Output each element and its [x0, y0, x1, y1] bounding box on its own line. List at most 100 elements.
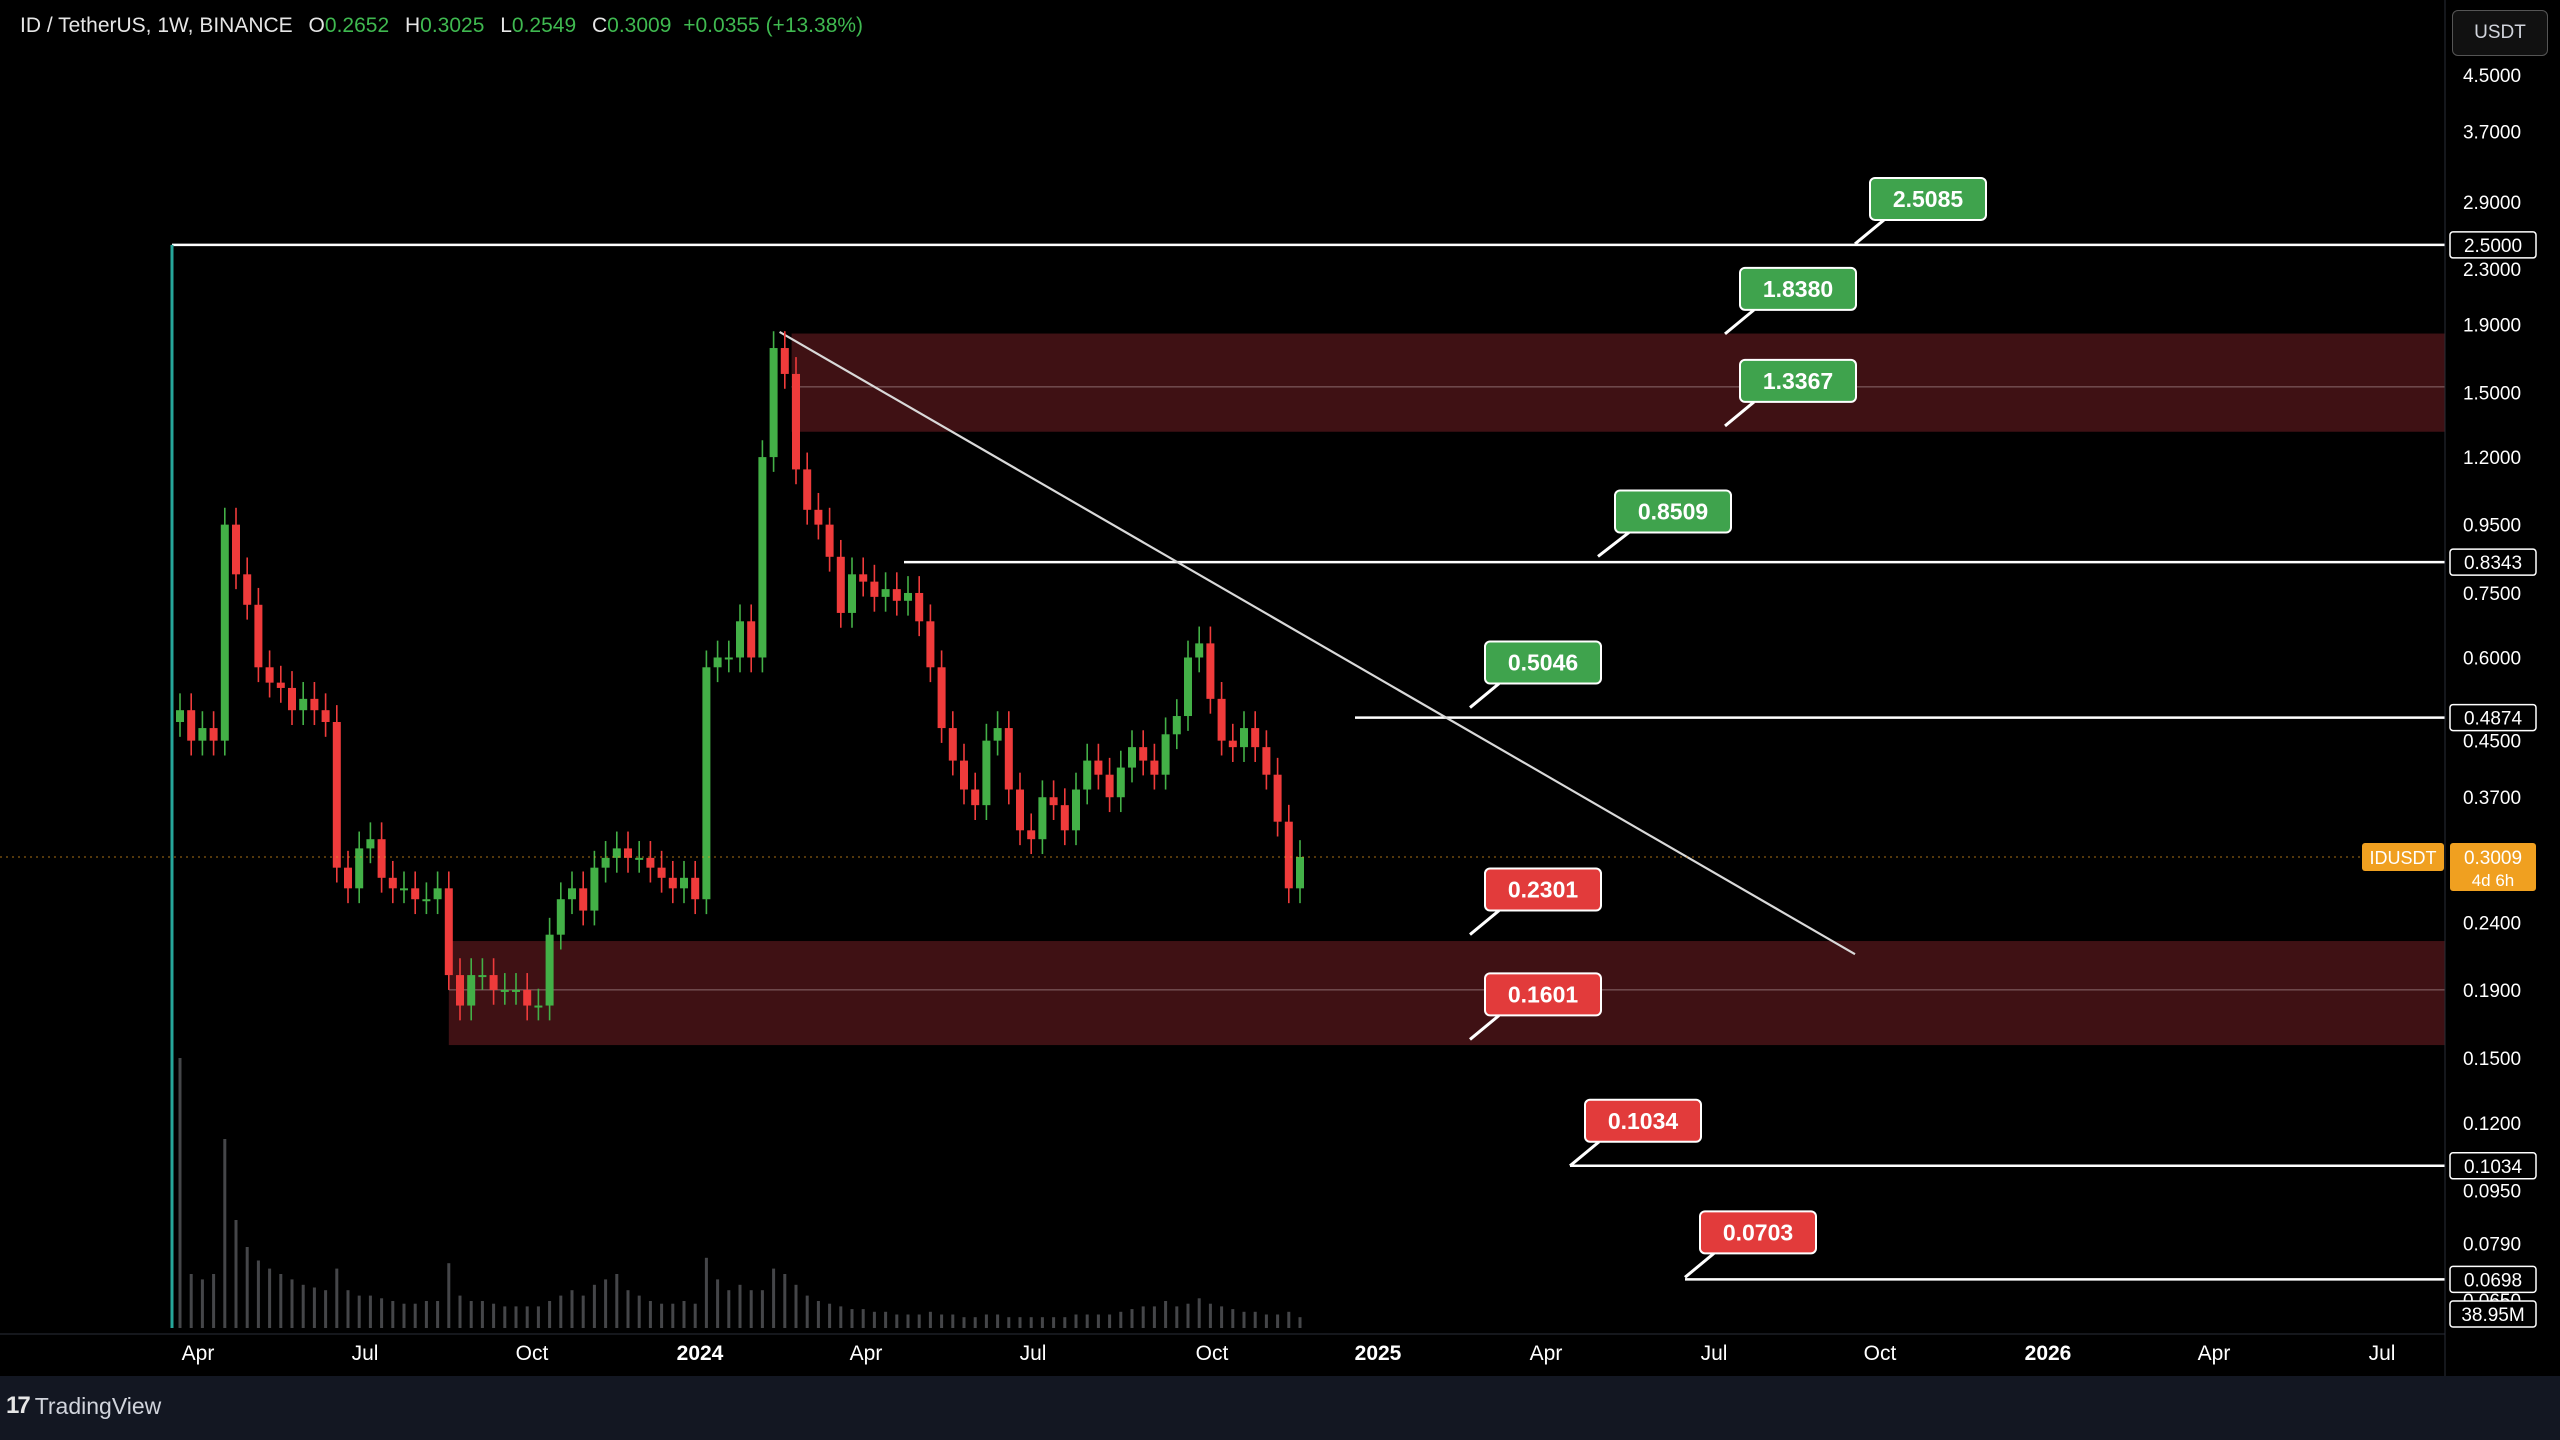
target-label: 2.5085	[1893, 186, 1964, 212]
volume-bar	[760, 1290, 764, 1328]
volume-bar	[895, 1314, 899, 1328]
level-price-box	[2449, 1152, 2537, 1180]
tradingview-logo-icon: 17	[6, 1392, 31, 1419]
price-axis: 4.5000 3.7000 2.9000 2.3000 1.9000 1.5000 1.20…	[0, 66, 2537, 1328]
symbol-price-tag-label: IDUSDT	[2370, 848, 2437, 868]
target-box	[1739, 358, 1857, 403]
candle-body	[579, 888, 588, 911]
volume-bar	[951, 1314, 955, 1328]
target-pointer	[1469, 909, 1500, 936]
volume-bar	[536, 1306, 540, 1328]
target-label: 0.2301	[1508, 877, 1579, 903]
volume-bar	[805, 1295, 809, 1328]
y-tick-label: 0.4500	[2463, 732, 2521, 753]
candle-body	[904, 592, 912, 601]
volume-bar	[884, 1311, 888, 1328]
countdown-label: 4d 6h	[2472, 871, 2515, 890]
volume-bar	[637, 1295, 641, 1328]
candle-body	[400, 888, 408, 891]
candle-body	[792, 373, 800, 470]
level-price-label: 0.1034	[2464, 1157, 2523, 1178]
level-price-box	[2449, 548, 2537, 576]
candle-body	[803, 469, 812, 510]
candle-body	[1072, 789, 1080, 831]
volume-bar	[872, 1311, 876, 1328]
candle-body	[937, 667, 946, 729]
volume-bar	[312, 1287, 316, 1328]
candle-body	[299, 698, 308, 711]
candle-body	[848, 574, 856, 613]
volume-bar	[828, 1303, 832, 1328]
candle-body	[1217, 698, 1226, 741]
candle-body	[1060, 805, 1069, 831]
target-pointer	[1854, 218, 1885, 246]
volume-bar	[839, 1306, 843, 1328]
candle-body	[724, 657, 733, 660]
candle-body	[881, 589, 890, 597]
y-tick-label: 1.2000	[2463, 448, 2521, 469]
y-tick-label: 0.6000	[2463, 648, 2521, 669]
target-label: 0.1601	[1508, 981, 1579, 1007]
candle-body	[736, 621, 744, 658]
volume-bar	[1119, 1311, 1123, 1328]
x-tick-label: Apr	[182, 1342, 215, 1365]
volume-bar	[178, 1058, 182, 1328]
volume-bar	[279, 1274, 283, 1328]
target-label: 1.3367	[1763, 368, 1833, 394]
volume-bar	[1287, 1311, 1291, 1328]
volume-bar	[559, 1295, 563, 1328]
volume-bar	[861, 1309, 865, 1328]
volume-bar	[749, 1290, 753, 1328]
x-tick-label: Oct	[1196, 1342, 1229, 1365]
candle-body	[1184, 657, 1192, 717]
open-label: O	[308, 14, 325, 37]
tradingview-brand[interactable]: 17 TradingView	[6, 1392, 161, 1420]
symbol-name: ID / TetherUS, 1W, BINANCE	[20, 14, 293, 37]
y-tick-label: 3.7000	[2463, 123, 2521, 144]
candle-body	[1004, 728, 1013, 790]
volume-bar	[570, 1290, 574, 1328]
candle-body	[422, 899, 431, 902]
volume-bar	[1052, 1317, 1056, 1328]
volume-bar	[783, 1274, 787, 1328]
candle-body	[478, 975, 487, 978]
currency-button[interactable]: USDT	[2452, 10, 2548, 56]
volume-bar	[626, 1290, 630, 1328]
open-value: 0.2652	[324, 14, 390, 37]
candle-body	[926, 621, 935, 668]
candle-body	[1128, 747, 1136, 768]
trendline	[779, 331, 1856, 956]
volume-bar	[1208, 1303, 1212, 1328]
candle-body	[512, 989, 520, 992]
y-tick-label: 0.0950	[2463, 1181, 2521, 1202]
candle-body	[523, 989, 532, 1006]
candle-body	[971, 789, 980, 806]
level-price-box	[2449, 231, 2537, 259]
volume-bar	[1063, 1317, 1067, 1328]
candle-body	[209, 728, 218, 741]
volume-bar	[928, 1311, 932, 1328]
candle-body	[646, 857, 655, 868]
volume-bar	[1242, 1311, 1246, 1328]
volume-bar	[648, 1301, 652, 1328]
x-tick-label: 2024	[677, 1342, 724, 1365]
candle-body	[456, 975, 464, 1006]
change-value: +0.0355 (+13.38%)	[683, 14, 864, 37]
volume-bar	[1130, 1309, 1134, 1328]
target-pointer	[1469, 1014, 1500, 1041]
candle-body	[892, 589, 901, 601]
volume-bar	[469, 1301, 473, 1328]
volume-bar	[301, 1284, 305, 1328]
supply-demand-zone-0	[791, 333, 2445, 432]
target-box	[1699, 1210, 1817, 1255]
zones	[448, 333, 2445, 1046]
candle-body	[254, 604, 263, 668]
candle-body	[176, 710, 184, 722]
volume-bar	[1276, 1314, 1280, 1328]
candle-body	[1172, 716, 1181, 735]
current-price-box	[2450, 843, 2536, 892]
volume-bar	[1074, 1314, 1078, 1328]
y-tick-label: 4.5000	[2463, 66, 2521, 87]
candle-body	[870, 581, 879, 597]
